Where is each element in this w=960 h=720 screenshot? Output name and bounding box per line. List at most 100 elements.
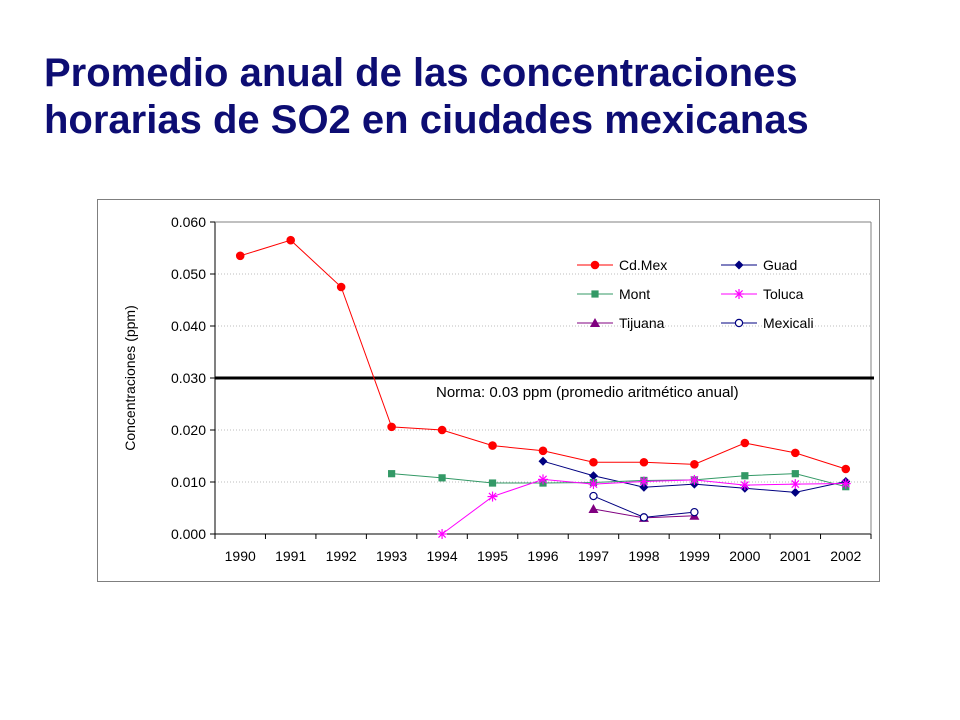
- open-circle-marker: [639, 513, 649, 522]
- data-point-toluca-2002: [840, 478, 851, 489]
- data-point-cd-mex-1995: [488, 441, 497, 450]
- data-point-cd-mex-1990: [235, 251, 245, 261]
- data-point-guad-1996: [538, 456, 548, 466]
- data-point-cd-mex-1998: [639, 457, 649, 467]
- diamond-marker: [639, 482, 649, 492]
- x-tick-label: 1997: [578, 548, 609, 564]
- square-marker: [388, 470, 396, 478]
- data-point-mont-2001: [791, 470, 799, 478]
- axis-layer: 0.000 0.010 0.020 0.030 0.040 0.050 0.060 1990 1…: [171, 214, 872, 564]
- data-point-toluca-2001: [790, 479, 801, 490]
- circle-marker: [538, 446, 548, 456]
- circle-marker: [437, 425, 447, 435]
- data-point-cd-mex-2001: [791, 448, 800, 458]
- data-point-mexicali-1997: [589, 491, 598, 501]
- legend-item-toluca: Toluca: [721, 286, 804, 302]
- legend-label: Mexicali: [763, 315, 814, 331]
- data-point-toluca-1994: [437, 529, 448, 539]
- square-marker: [438, 474, 446, 482]
- data-point-mexicali-1999: [690, 507, 699, 517]
- series-cd-mex: [235, 235, 851, 474]
- data-point-toluca-1995: [487, 491, 498, 502]
- norma-label: Norma: 0.03 ppm (promedio aritmético anu…: [436, 384, 739, 401]
- x-tick-label: 1992: [326, 548, 357, 564]
- y-tick-label: 0.020: [171, 422, 206, 438]
- open-circle-marker: [589, 491, 598, 501]
- circle-marker: [488, 441, 497, 450]
- legend-label: Cd.Mex: [619, 257, 667, 273]
- data-point-guad-1998: [639, 482, 649, 492]
- star-stroke: [791, 480, 800, 489]
- star-marker: [790, 479, 801, 490]
- x-tick-label: 1999: [679, 548, 710, 564]
- data-point-mont-1993: [388, 470, 396, 478]
- open-circle-marker: [734, 318, 744, 328]
- legend-label: Mont: [619, 286, 650, 302]
- x-tick-label: 1993: [376, 548, 407, 564]
- data-point-cd-mex-2000: [740, 438, 750, 448]
- data-point-mont-2000: [741, 472, 749, 480]
- star-stroke: [438, 529, 447, 539]
- circle-marker: [286, 235, 295, 245]
- diamond-marker: [538, 456, 548, 466]
- data-point-toluca-1999: [689, 474, 700, 485]
- circle-marker: [740, 438, 750, 448]
- star-marker: [689, 474, 700, 485]
- data-point-tijuana-1997: [588, 504, 599, 514]
- data-point-guad-2001: [790, 487, 800, 497]
- circle-marker: [336, 282, 346, 292]
- y-tick-label: 0.050: [171, 266, 206, 282]
- circle-marker: [387, 422, 396, 432]
- star-marker: [487, 491, 498, 502]
- square-marker: [791, 470, 799, 478]
- star-marker: [638, 476, 649, 487]
- legend-item-mexicali: Mexicali: [721, 315, 814, 331]
- data-point-mont-1995: [488, 479, 497, 487]
- data-point-toluca-1996: [538, 474, 548, 485]
- x-tick-label: 2000: [729, 548, 760, 564]
- square-marker: [488, 479, 497, 487]
- star-marker: [734, 289, 744, 299]
- series-line-mont: [391, 473, 846, 488]
- data-point-toluca-1997: [588, 479, 599, 490]
- star-stroke: [841, 479, 850, 488]
- triangle-marker: [590, 318, 600, 327]
- circle-marker: [791, 448, 800, 458]
- data-point-cd-mex-1993: [387, 422, 396, 432]
- legend-label: Guad: [763, 257, 797, 273]
- star-marker: [840, 478, 851, 489]
- star-stroke: [740, 481, 749, 490]
- data-point-mont-1994: [438, 474, 446, 482]
- series-layer: [235, 235, 851, 539]
- star-stroke: [639, 477, 648, 486]
- circle-marker: [690, 460, 699, 469]
- star-marker: [588, 479, 599, 490]
- open-circle-marker: [690, 507, 699, 517]
- data-point-cd-mex-1991: [286, 235, 295, 245]
- x-tick-label: 2001: [780, 548, 811, 564]
- circle-marker: [639, 457, 649, 467]
- circle-marker: [841, 464, 851, 474]
- legend-item-cd-mex: Cd.Mex: [577, 257, 667, 273]
- data-point-toluca-1998: [638, 476, 649, 487]
- y-tick-label: 0.010: [171, 474, 206, 490]
- star-stroke: [488, 492, 497, 501]
- triangle-marker: [588, 504, 599, 514]
- legend-item-mont: Mont: [577, 286, 650, 302]
- square-marker: [591, 290, 599, 298]
- x-tick-label: 1998: [628, 548, 659, 564]
- x-tick-label: 1990: [225, 548, 256, 564]
- series-mexicali: [589, 491, 699, 522]
- y-tick-label: 0.030: [171, 370, 206, 386]
- star-stroke: [734, 289, 744, 299]
- legend-item-tijuana: Tijuana: [577, 315, 665, 331]
- circle-marker: [590, 260, 600, 270]
- y-tick-label: 0.060: [171, 214, 206, 230]
- diamond-marker: [790, 487, 800, 497]
- slide-title-line-1: Promedio anual de las concentraciones: [44, 51, 798, 95]
- legend: Cd.Mex Guad Mont Toluca Tijuana Mexicali: [577, 257, 814, 331]
- x-tick-label: 1991: [275, 548, 306, 564]
- y-tick-label: 0.000: [171, 526, 206, 542]
- star-marker: [739, 480, 750, 491]
- legend-label: Tijuana: [619, 315, 665, 331]
